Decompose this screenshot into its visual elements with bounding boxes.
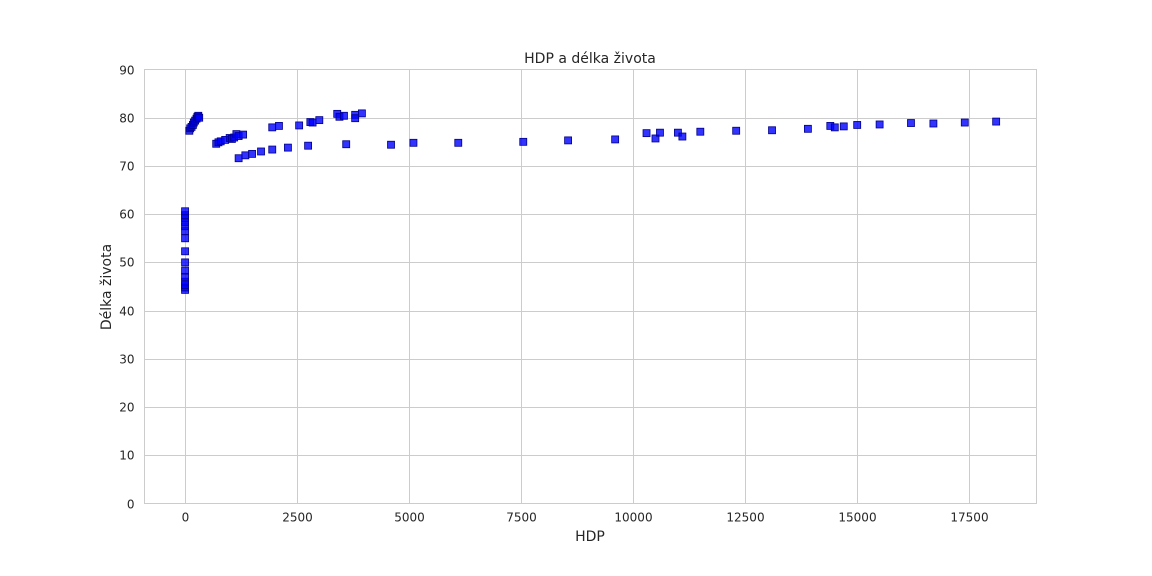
x-tick-label: 15000 [838, 511, 876, 525]
data-point [679, 133, 686, 140]
y-tick-label: 80 [119, 112, 134, 126]
data-point [182, 259, 189, 266]
y-tick-label: 10 [119, 449, 134, 463]
data-point [907, 120, 914, 127]
data-point [993, 118, 1000, 125]
x-tick-label: 5000 [394, 511, 425, 525]
x-tick-label: 10000 [614, 511, 652, 525]
y-tick-label: 60 [119, 208, 134, 222]
data-point [388, 141, 395, 148]
grid-layer [145, 70, 1037, 504]
data-point [961, 119, 968, 126]
data-point [930, 120, 937, 127]
x-tick-label: 17500 [950, 511, 988, 525]
data-point [284, 144, 291, 151]
data-point [242, 152, 249, 159]
data-point [309, 119, 316, 126]
data-point [520, 138, 527, 145]
data-point [804, 125, 811, 132]
y-tick-label: 30 [119, 353, 134, 367]
x-tick-label: 2500 [282, 511, 313, 525]
data-point [182, 235, 189, 242]
data-point [249, 150, 256, 157]
plot-frame [145, 70, 1037, 504]
x-axis-ticks: 0 2500 5000 7500 10000 12500 15000 17500 [182, 511, 989, 525]
y-tick-label: 70 [119, 160, 134, 174]
data-point [240, 131, 247, 138]
data-point [352, 115, 359, 122]
y-tick-label: 50 [119, 256, 134, 270]
data-point [612, 136, 619, 143]
data-point [769, 127, 776, 134]
data-point [876, 121, 883, 128]
data-point [258, 148, 265, 155]
data-point [269, 146, 276, 153]
y-tick-label: 40 [119, 305, 134, 319]
data-point [831, 124, 838, 131]
y-axis-ticks: 0 10 20 30 40 50 60 70 80 90 [119, 64, 134, 512]
data-point [656, 129, 663, 136]
data-point [455, 139, 462, 146]
data-point [340, 112, 347, 119]
data-point [305, 142, 312, 149]
data-point [196, 114, 203, 121]
data-point [854, 121, 861, 128]
y-tick-label: 90 [119, 64, 134, 78]
data-point [358, 110, 365, 117]
data-point [643, 130, 650, 137]
data-point [269, 124, 276, 131]
x-tick-label: 0 [182, 511, 190, 525]
data-point [182, 267, 189, 274]
chart-title: HDP a délka života [524, 51, 656, 67]
data-point [296, 122, 303, 129]
y-tick-label: 20 [119, 401, 134, 415]
x-axis-label: HDP [575, 529, 605, 545]
x-tick-label: 7500 [506, 511, 537, 525]
y-axis-label: Délka života [99, 244, 115, 330]
y-tick-label: 0 [127, 498, 135, 512]
data-point [697, 128, 704, 135]
data-point [235, 155, 242, 162]
x-tick-label: 12500 [726, 511, 764, 525]
data-point [316, 117, 323, 124]
data-point [182, 208, 189, 215]
data-point [343, 141, 350, 148]
data-point [565, 137, 572, 144]
data-point [733, 127, 740, 134]
data-point [410, 139, 417, 146]
data-point [182, 248, 189, 255]
data-point [840, 123, 847, 130]
data-points [182, 110, 1000, 294]
data-point [275, 122, 282, 129]
